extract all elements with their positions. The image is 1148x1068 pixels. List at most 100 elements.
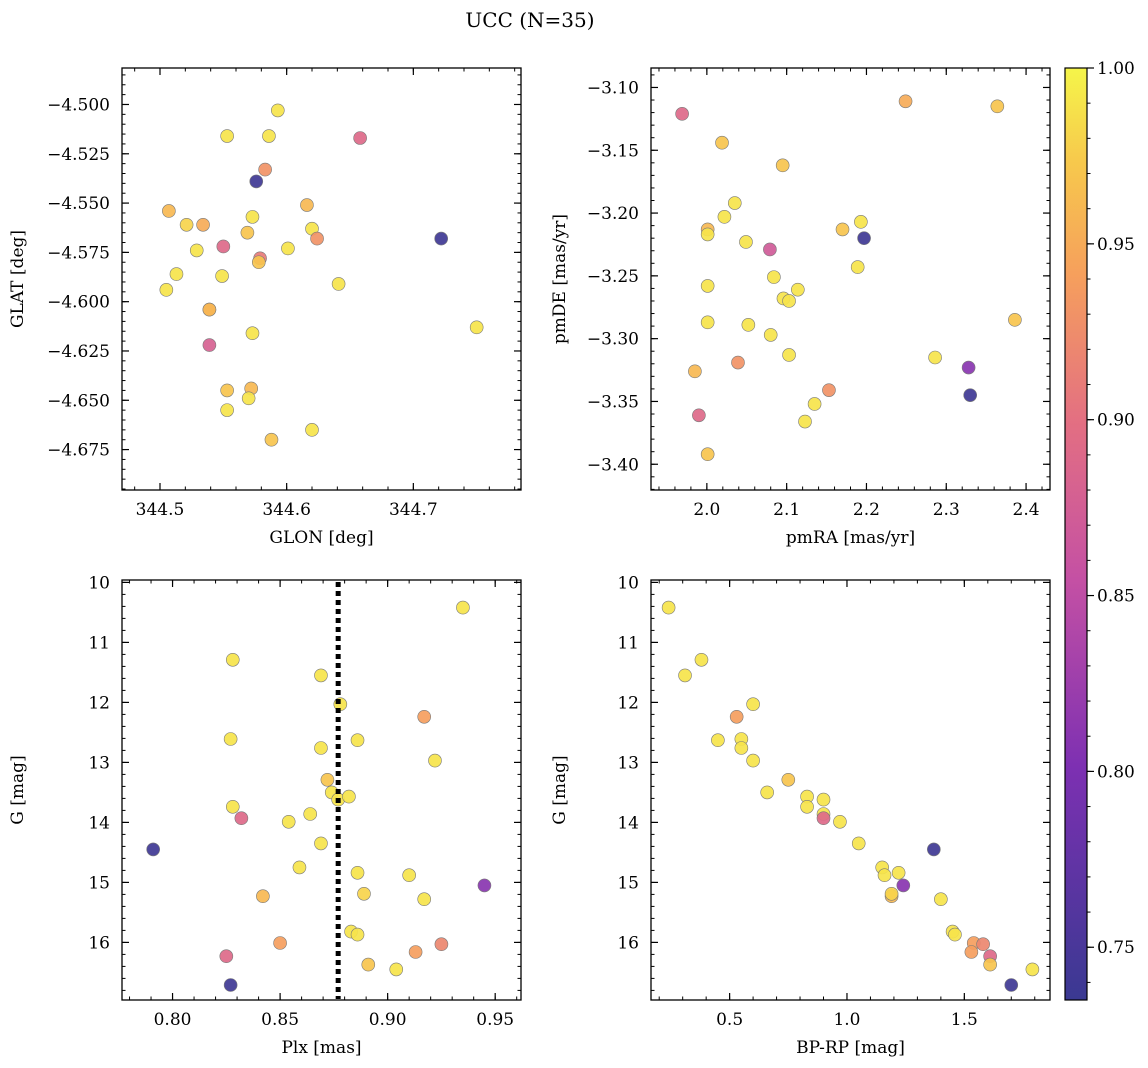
scatter-point — [763, 242, 777, 257]
scatter-point — [264, 432, 279, 447]
colorbar-tick-label: 0.80 — [1097, 762, 1135, 782]
scatter-point — [739, 235, 753, 249]
y-tick-label: −4.650 — [47, 391, 110, 411]
scatter-point — [331, 277, 346, 291]
scatter-point — [262, 129, 276, 143]
colorbar-tick-label: 0.90 — [1097, 411, 1135, 431]
scatter-point — [781, 772, 796, 787]
scatter-point — [734, 741, 749, 755]
scatter-point — [258, 162, 272, 177]
scatter-point — [775, 158, 790, 173]
x-tick-label: 0.90 — [369, 1010, 407, 1030]
colorbar-tick-label: 0.75 — [1097, 938, 1135, 958]
y-axis-label: G [mag] — [550, 755, 570, 824]
scatter-point — [854, 215, 868, 229]
scatter-point — [270, 103, 285, 118]
y-tick-label: 13 — [88, 753, 110, 773]
x-tick-label: 0.5 — [716, 1010, 743, 1030]
scatter-point — [760, 785, 774, 800]
scatter-point — [417, 892, 432, 907]
scatter-point — [234, 811, 249, 826]
scatter-point — [220, 383, 234, 398]
x-axis-label: GLON [deg] — [269, 528, 373, 548]
scatter-point — [692, 408, 706, 423]
scatter-point — [310, 231, 324, 246]
y-tick-label: 16 — [617, 933, 639, 953]
y-tick-label: −4.600 — [47, 293, 110, 313]
scatter-point — [428, 753, 442, 768]
scatter-point — [678, 668, 692, 683]
scatter-point — [746, 697, 760, 712]
x-tick-label: 2.4 — [1013, 500, 1040, 520]
scatter-point — [350, 865, 365, 880]
y-tick-label: 14 — [617, 813, 639, 833]
scatter-point — [281, 241, 295, 256]
scatter-point — [763, 328, 778, 342]
scatter-point — [225, 652, 240, 667]
panel-glon-glat: 344.5 344.6 344.7 −4.500 −4.525 −4.550 −4.575 −… — [8, 67, 522, 548]
y-tick-label: 16 — [88, 933, 110, 953]
scatter-point — [273, 936, 287, 950]
x-tick-label: 344.5 — [136, 500, 185, 520]
scatter-point — [948, 927, 962, 942]
x-tick-label: 344.6 — [262, 500, 311, 520]
scatter-point — [408, 945, 423, 959]
axes-frame — [650, 67, 1051, 491]
y-tick-label: −4.550 — [47, 194, 110, 214]
scatter-point — [694, 652, 709, 667]
y-tick-label: −3.15 — [587, 141, 639, 161]
y-tick-label: 12 — [88, 693, 110, 713]
scatter-point — [314, 741, 328, 755]
y-tick-label: 13 — [617, 753, 639, 773]
scatter-point — [934, 892, 948, 907]
scatter-point — [727, 196, 742, 210]
scatter-point — [189, 243, 204, 258]
scatter-point — [159, 283, 174, 297]
scatter-point — [469, 320, 484, 335]
scatter-point — [700, 447, 715, 462]
scatter-point — [782, 348, 796, 362]
scatter-point — [807, 397, 822, 411]
y-tick-label: 10 — [88, 573, 110, 593]
colorbar-tick-label: 1.00 — [1097, 59, 1135, 79]
scatter-point — [202, 338, 217, 352]
scatter-point — [1004, 978, 1019, 992]
scatter-point — [898, 94, 913, 109]
panel-plx-g: 0.80 0.85 0.90 0.95 10 11 12 13 14 15 16 Plx [mas] G… — [8, 573, 522, 1058]
x-tick-label: 0.95 — [476, 1010, 514, 1030]
scatter-point — [223, 978, 238, 992]
scatter-point — [1008, 313, 1022, 327]
x-tick-label: 344.7 — [389, 500, 438, 520]
scatter-point — [179, 217, 194, 232]
scatter-point — [927, 842, 941, 857]
scatter-point — [800, 799, 814, 814]
scatter-point — [220, 403, 234, 417]
scatter-point — [245, 210, 260, 224]
scatter-point — [320, 772, 335, 787]
scatter-point — [877, 868, 892, 883]
scatter-point — [816, 792, 831, 807]
scatter-point — [402, 868, 416, 883]
scatter-point — [477, 878, 492, 893]
y-tick-label: −3.20 — [587, 204, 639, 224]
x-tick-label: 2.0 — [693, 500, 720, 520]
scatter-point — [219, 949, 234, 964]
scatter-point — [314, 668, 328, 683]
scatter-point — [314, 836, 328, 851]
panel-bprp-g: 0.5 1.0 1.5 10 11 12 13 14 15 16 BP-RP [mag] G [mag… — [550, 573, 1051, 1058]
scatter-point — [1025, 962, 1040, 977]
scatter-point — [700, 227, 715, 242]
scatter-point — [245, 326, 260, 341]
scatter-point — [240, 225, 255, 240]
scatter-point — [342, 789, 356, 804]
scatter-point — [717, 210, 732, 224]
scatter-point — [928, 350, 942, 365]
y-tick-label: −4.625 — [47, 342, 110, 362]
y-tick-label: −3.40 — [587, 455, 639, 475]
scatter-point — [146, 842, 160, 857]
y-tick-label: 11 — [88, 633, 110, 653]
y-tick-label: −4.575 — [47, 243, 110, 263]
colorbar-tick-label: 0.85 — [1097, 587, 1135, 607]
scatter-point — [798, 414, 812, 429]
axes-frame — [121, 579, 522, 1001]
